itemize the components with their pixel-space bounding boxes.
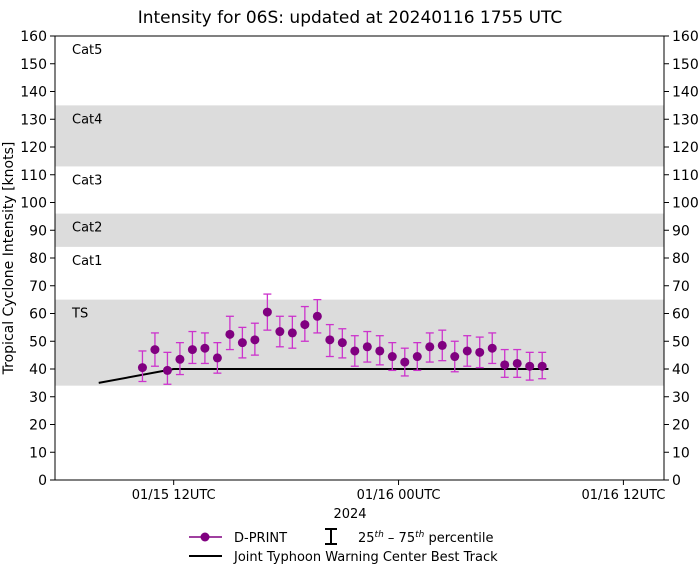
dprint-point <box>287 328 297 338</box>
legend-dprint-marker <box>200 532 210 542</box>
legend: D-PRINT 25th – 75th percentile Joint Typ… <box>189 528 498 565</box>
x-axis-label: 2024 <box>333 507 366 522</box>
y-tick-label-left: 10 <box>29 445 47 461</box>
y-tick-label-left: 40 <box>29 362 47 378</box>
y-tick-label-right: 130 <box>672 112 699 128</box>
dprint-point <box>200 343 210 353</box>
dprint-point <box>437 340 447 350</box>
category-label-cat5: Cat5 <box>72 43 102 58</box>
y-tick-label-left: 90 <box>29 223 47 239</box>
dprint-point <box>225 329 235 339</box>
y-tick-label-left: 80 <box>29 251 47 267</box>
dprint-point <box>312 311 322 321</box>
y-tick-label-right: 160 <box>672 29 699 45</box>
dprint-point <box>325 335 335 345</box>
y-axis-right: 0 10 20 30 40 50 60 70 80 90 100 110 120 130 140 150 160 <box>664 29 699 489</box>
category-band-ts <box>55 299 664 386</box>
y-axis-left: 0 10 20 30 40 50 60 70 80 90 100 110 120 130 140 150 160 <box>20 29 55 489</box>
category-band-cat2 <box>55 213 664 247</box>
dprint-point <box>175 354 185 364</box>
plot-frame <box>54 35 665 481</box>
dprint-point <box>137 363 147 373</box>
y-tick-label-left: 50 <box>29 334 47 350</box>
y-tick-label-right: 0 <box>672 473 681 489</box>
dprint-point <box>150 345 160 355</box>
y-tick-label-right: 120 <box>672 140 699 156</box>
dprint-point <box>275 327 285 337</box>
best-track-layer <box>98 368 549 384</box>
dprint-point <box>412 352 422 362</box>
dprint-point <box>425 342 435 352</box>
dprint-point <box>250 335 260 345</box>
y-tick-label-right: 40 <box>672 362 690 378</box>
y-tick-label-left: 30 <box>29 390 47 406</box>
y-tick-label-left: 150 <box>20 57 47 73</box>
dprint-point <box>337 338 347 348</box>
legend-percentile-label: 25th – 75th percentile <box>358 530 493 546</box>
dprint-point <box>237 338 247 348</box>
dprint-point <box>475 347 485 357</box>
legend-dprint-label: D-PRINT <box>234 531 287 546</box>
y-tick-label-right: 20 <box>672 418 690 434</box>
category-label-cat3: Cat3 <box>72 173 102 188</box>
dprint-point <box>187 345 197 355</box>
y-tick-label-left: 60 <box>29 307 47 323</box>
y-tick-label-right: 150 <box>672 57 699 73</box>
y-tick-label-left: 160 <box>20 29 47 45</box>
y-tick-label-right: 30 <box>672 390 690 406</box>
best-track-line <box>98 368 549 384</box>
y-tick-label-right: 140 <box>672 85 699 101</box>
y-tick-label-right: 60 <box>672 307 690 323</box>
dprint-points-layer <box>137 307 547 375</box>
dprint-point <box>525 361 535 371</box>
y-tick-label-left: 120 <box>20 140 47 156</box>
x-tick-label: 01/15 12UTC <box>132 488 216 503</box>
y-tick-label-right: 90 <box>672 223 690 239</box>
x-tick-label: 01/16 00UTC <box>357 488 441 503</box>
category-label-ts: TS <box>71 307 88 322</box>
dprint-point <box>262 307 272 317</box>
y-tick-label-left: 130 <box>20 112 47 128</box>
y-axis-label: Tropical Cyclone Intensity [knots] <box>1 142 17 376</box>
dprint-point <box>462 346 472 356</box>
x-tick-label: 01/16 12UTC <box>581 488 665 503</box>
y-tick-label-right: 50 <box>672 334 690 350</box>
dprint-point <box>512 358 522 368</box>
y-tick-label-right: 70 <box>672 279 690 295</box>
dprint-point <box>350 346 360 356</box>
y-tick-label-left: 100 <box>20 196 47 212</box>
y-tick-label-right: 110 <box>672 168 699 184</box>
dprint-point <box>400 357 410 367</box>
category-label-cat2: Cat2 <box>72 221 102 236</box>
chart-title: Intensity for 06S: updated at 20240116 1… <box>138 8 563 28</box>
y-tick-label-left: 140 <box>20 85 47 101</box>
legend-besttrack-label: Joint Typhoon Warning Center Best Track <box>233 550 498 565</box>
dprint-point <box>487 343 497 353</box>
dprint-point <box>537 361 547 371</box>
category-bands <box>55 105 664 386</box>
y-tick-label-left: 20 <box>29 418 47 434</box>
dprint-point <box>212 353 222 363</box>
y-tick-label-left: 0 <box>38 473 47 489</box>
dprint-point <box>375 346 385 356</box>
y-tick-label-right: 100 <box>672 196 699 212</box>
dprint-point <box>500 360 510 370</box>
dprint-point <box>300 320 310 330</box>
y-tick-label-right: 80 <box>672 251 690 267</box>
dprint-point <box>162 365 172 375</box>
y-tick-label-left: 110 <box>20 168 47 184</box>
dprint-point <box>450 352 460 362</box>
category-labels: TS Cat1 Cat2 Cat3 Cat4 Cat5 <box>71 43 102 322</box>
y-tick-label-right: 10 <box>672 445 690 461</box>
y-tick-label-left: 70 <box>29 279 47 295</box>
dprint-point <box>387 352 397 362</box>
x-axis: 01/15 12UTC 01/16 00UTC 01/16 12UTC <box>132 480 665 503</box>
dprint-point <box>362 342 372 352</box>
category-band-cat4 <box>55 105 664 167</box>
category-label-cat1: Cat1 <box>72 254 102 269</box>
category-label-cat4: Cat4 <box>72 112 102 127</box>
